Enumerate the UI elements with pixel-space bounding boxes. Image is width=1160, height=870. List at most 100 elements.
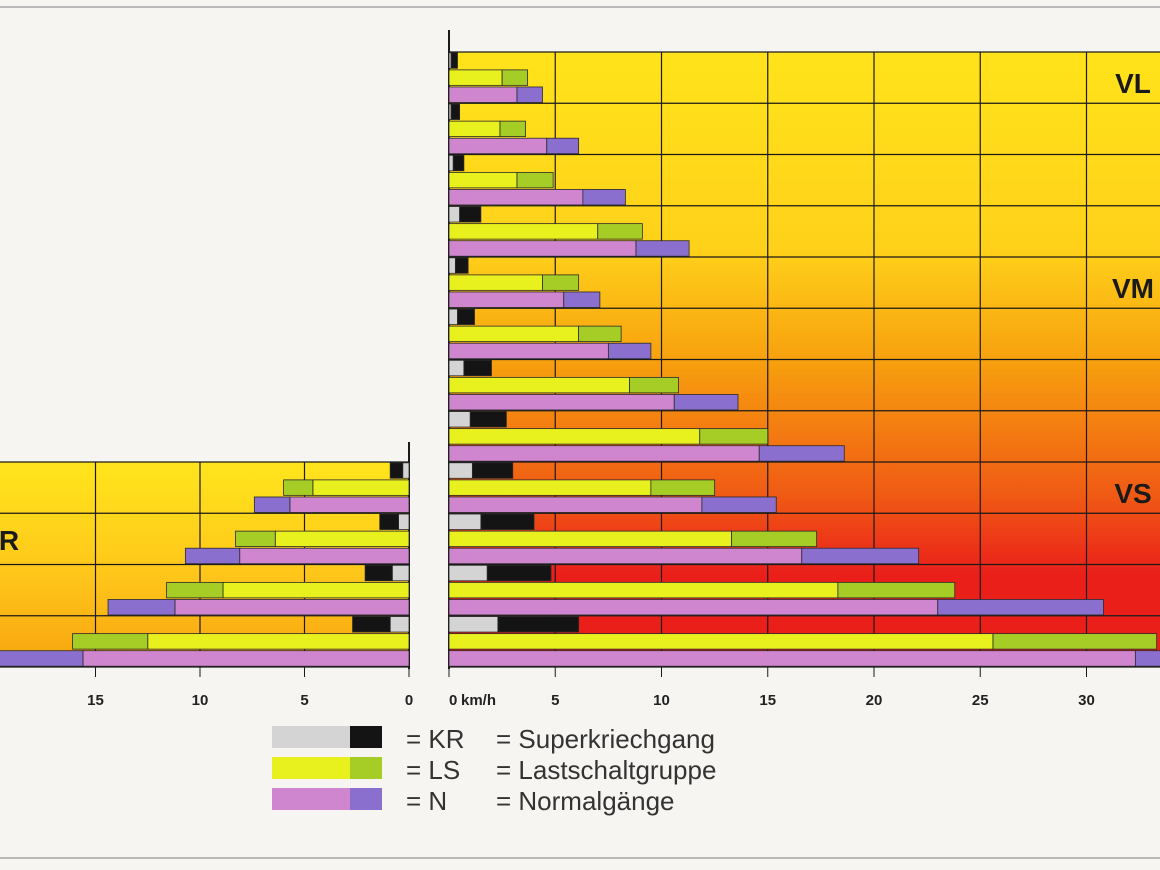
legend-swatch-ls-shift [350,757,382,779]
forward-tick-label: 5 [551,692,559,709]
forward-bar-ls-gear [448,69,503,86]
forward-bar-n-shift [1134,650,1160,667]
reverse-tick-label: 10 [192,692,209,709]
forward-bar-kr-shift [454,257,469,274]
forward-bar-ls-gear [448,171,518,189]
legend-swatch-kr-gear [272,726,350,748]
reverse-bar-n-gear [82,650,410,667]
forward-bar-ls-gear [448,120,501,138]
forward-bar-ls-gear [448,633,994,650]
forward-bar-ls-gear [448,325,580,343]
speed-chart-svg: 0 5 10 15 20 25 30 km/h VL VM VS 0 5 10 15 R [0,30,1160,709]
forward-bar-ls-gear [448,428,701,445]
forward-bar-kr-shift [452,154,465,172]
forward-zone-label: VM [1112,273,1154,304]
forward-bar-n-gear [448,599,939,616]
forward-bar-n-gear [448,394,675,411]
forward-bar-n-shift [673,394,739,411]
forward-bar-kr-shift [469,411,507,428]
legend-swatch-n-shift [350,788,382,810]
reverse-bar-kr-shift [389,462,404,479]
forward-bar-kr-gear [448,257,456,274]
frame-top-line [0,6,1160,8]
forward-bar-n-shift [546,137,580,155]
forward-tick-label: 20 [866,692,883,709]
forward-bar-ls-shift [542,274,580,291]
legend-item-n: = N = Normalgänge [272,786,792,816]
reverse-bar-kr-shift [364,564,393,582]
forward-bar-kr-shift [486,564,552,582]
legend-swatch-n [272,788,382,810]
forward-bar-n-shift [937,599,1104,616]
forward-bar-n-shift [607,342,652,360]
forward-bar-kr-shift [497,616,580,633]
forward-bar-n-shift [758,445,845,462]
forward-tick-label: 0 [449,692,457,709]
forward-bar-n-gear [448,445,760,462]
forward-tick-label: 25 [972,692,989,709]
legend-code-ls: = LS [406,755,461,785]
forward-bar-n-gear [448,240,637,257]
reverse-bar-kr-gear [398,513,410,530]
reverse-bar-ls-shift [283,479,314,496]
legend-swatch-kr-shift [350,726,382,748]
forward-bar-ls-gear [448,530,733,548]
forward-bar-n-gear [448,291,565,308]
forward-bar-n-gear [448,547,803,565]
forward-bar-ls-shift [731,530,818,548]
forward-bar-kr-gear [448,564,488,582]
forward-bar-kr-shift [457,308,475,325]
forward-bar-kr-gear [448,616,499,633]
reverse-bar-n-shift [0,650,84,667]
forward-bar-n-gear [448,496,703,513]
forward-bar-kr-gear [448,513,482,530]
forward-bar-ls-gear [448,223,599,240]
reverse-bar-kr-gear [402,462,410,479]
forward-bar-kr-gear [448,411,471,428]
forward-bar-n-shift [635,240,690,257]
forward-bar-ls-shift [699,428,769,445]
forward-bar-ls-gear [448,479,652,496]
forward-bar-kr-shift [480,513,535,530]
forward-bar-kr-shift [450,103,461,120]
frame-bottom-line [0,857,1160,859]
reverse-bar-kr-gear [389,616,410,633]
legend-code-kr: = KR [406,724,465,754]
reverse-tick-label: 5 [300,692,308,709]
forward-bar-kr-shift [450,52,458,69]
reverse-bar-kr-shift [379,513,399,530]
forward-tick-label: 10 [653,692,670,709]
reverse-bar-ls-gear [222,581,410,599]
reverse-bar-kr-shift [352,616,391,633]
reverse-bar-ls-gear [312,479,410,496]
reverse-bar-ls-shift [72,633,149,650]
forward-bar-n-gear [448,650,1136,667]
forward-bar-ls-shift [837,581,956,599]
forward-bar-n-shift [582,189,626,206]
forward-bar-n-gear [448,137,548,155]
forward-bar-kr-shift [459,206,482,223]
forward-bar-kr-gear [448,308,458,325]
reverse-bar-ls-shift [166,581,224,599]
legend-swatch-kr [272,726,382,748]
reverse-bar-kr-gear [391,564,410,582]
forward-tick-label: 15 [759,692,776,709]
legend-swatch-n-gear [272,788,350,810]
reverse-bar-n-shift [253,496,291,513]
forward-bar-ls-shift [499,120,526,138]
legend-item-ls: = LS = Lastschaltgruppe [272,755,792,785]
reverse-bar-ls-gear [274,530,410,548]
reverse-tick-label: 15 [87,692,104,709]
forward-bar-n-shift [801,547,920,565]
reverse-bar-ls-gear [147,633,410,650]
forward-bar-ls-gear [448,376,631,394]
forward-tick-label: 30 [1078,692,1095,709]
reverse-bar-n-gear [239,547,410,565]
legend-desc-kr: = Superkriechgang [496,724,715,754]
forward-bar-ls-shift [578,325,622,343]
forward-bar-ls-shift [650,479,716,496]
reverse-bar-n-shift [184,547,241,565]
forward-zone-label: VS [1114,478,1151,509]
forward-bar-ls-shift [629,376,679,394]
